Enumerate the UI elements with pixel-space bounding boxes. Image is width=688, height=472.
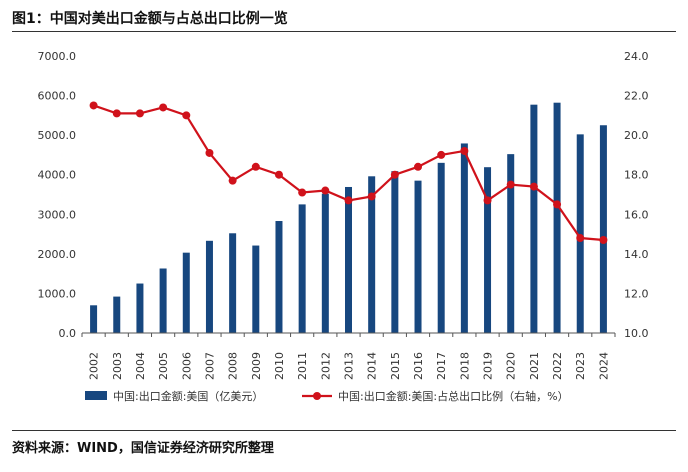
bar-2018 [460,143,468,333]
bar-2004 [136,283,144,333]
x-tick-label-2019: 2019 [482,352,495,380]
x-tick-label-2022: 2022 [551,352,564,380]
x-tick-label-2014: 2014 [366,352,379,380]
x-tick-label-2013: 2013 [343,352,356,380]
bar-2016 [414,180,422,333]
x-tick-label-2024: 2024 [597,352,610,380]
x-tick-label-2016: 2016 [412,352,425,380]
y-left-tick-label: 4000.0 [38,169,77,182]
bar-2023 [576,134,584,333]
y-left-tick-label: 7000.0 [38,50,77,63]
y-left-tick-label: 5000.0 [38,129,77,142]
bar-2003 [113,296,121,333]
ratio-point-2003 [112,109,121,118]
y-left-tick-label: 6000.0 [38,90,77,103]
y-left-tick-label: 1000.0 [38,287,77,300]
ratio-point-2024 [599,236,608,245]
ratio-point-2017 [437,150,446,159]
bar-2024 [599,125,607,333]
ratio-point-2004 [135,109,144,118]
legend-label-line: 中国:出口金额:美国:占总出口比例（右轴，%） [338,389,569,403]
x-tick-label-2003: 2003 [111,352,124,380]
x-tick-label-2010: 2010 [273,352,286,380]
combo-chart: 0.0 1000.0 2000.0 3000.0 4000.0 5000.0 6000.0 7… [38,50,649,403]
bar-2005 [159,268,167,333]
ratio-point-2020 [506,180,515,189]
ratio-point-2010 [274,170,283,179]
x-tick-label-2011: 2011 [296,352,309,380]
legend: 中国:出口金额:美国（亿美元） 中国:出口金额:美国:占总出口比例（右轴，%） [85,389,569,403]
y-right-tick-label: 22.0 [624,90,649,103]
ratio-point-2011 [298,188,307,197]
ratio-point-2002 [89,101,98,110]
ratio-point-2019 [483,196,492,205]
y-right-tick-label: 12.0 [624,287,649,300]
y-right-tick-label: 10.0 [624,327,649,340]
y-right-tick-label: 16.0 [624,208,649,221]
line-series [89,101,608,245]
x-tick-label-2021: 2021 [528,352,541,380]
ratio-point-2015 [390,170,399,179]
ratio-point-2012 [321,186,330,195]
bar-series [90,102,607,334]
bar-2008 [229,233,237,333]
y-right-tick-label: 20.0 [624,129,649,142]
x-tick-label-2007: 2007 [203,352,216,380]
ratio-point-2022 [553,200,562,209]
x-tick-label-2008: 2008 [227,352,240,380]
bar-2020 [507,154,515,333]
bar-2009 [252,245,260,333]
ratio-point-2005 [159,103,168,112]
legend-swatch-bar [85,391,107,400]
bar-2015 [391,171,399,333]
legend-swatch-marker [313,392,321,400]
x-tick-label-2020: 2020 [505,352,518,380]
ratio-point-2014 [367,192,376,201]
x-tick-label-2017: 2017 [435,352,448,380]
ratio-point-2016 [414,162,423,171]
bar-2010 [275,221,283,333]
source-note: 资料来源：WIND，国信证券经济研究所整理 [12,441,274,456]
bar-2006 [182,252,190,333]
ratio-point-2007 [205,148,214,157]
bar-2013 [345,186,352,333]
x-tick-label-2023: 2023 [574,352,587,380]
ratio-point-2021 [529,182,538,191]
bar-2012 [321,193,329,333]
y-right-tick-label: 24.0 [624,50,649,63]
chart-title: 图1：中国对美出口金额与占总出口比例一览 [12,11,288,27]
x-tick-label-2018: 2018 [458,352,471,380]
x-tick-label-2004: 2004 [134,352,147,380]
ratio-point-2008 [228,176,237,185]
x-tick-label-2012: 2012 [319,352,332,380]
bar-2021 [530,104,538,334]
title-divider [12,31,676,32]
bar-2002 [90,305,98,333]
y-left-tick-label: 3000.0 [38,208,77,221]
bar-2014 [368,176,376,333]
x-tick-label-2006: 2006 [180,352,193,380]
y-left-tick-label: 0.0 [59,327,77,340]
source-divider [12,430,676,431]
bar-2007 [205,240,213,333]
bar-2017 [437,162,445,333]
legend-label-bar: 中国:出口金额:美国（亿美元） [113,389,263,403]
axes: 0.0 1000.0 2000.0 3000.0 4000.0 5000.0 6000.0 7… [38,50,649,380]
ratio-point-2006 [182,111,191,120]
bar-2019 [484,167,492,333]
y-left-tick-label: 2000.0 [38,248,77,261]
bar-2011 [298,204,306,333]
x-tick-label-2009: 2009 [250,352,263,380]
ratio-point-2023 [576,234,585,243]
x-tick-label-2005: 2005 [157,352,170,380]
y-right-tick-label: 18.0 [624,169,649,182]
ratio-point-2018 [460,146,469,155]
bar-2022 [553,102,561,334]
y-right-tick-label: 14.0 [624,248,649,261]
x-tick-label-2002: 2002 [88,352,101,380]
x-tick-label-2015: 2015 [389,352,402,380]
ratio-point-2009 [251,162,260,171]
ratio-point-2013 [344,196,353,205]
